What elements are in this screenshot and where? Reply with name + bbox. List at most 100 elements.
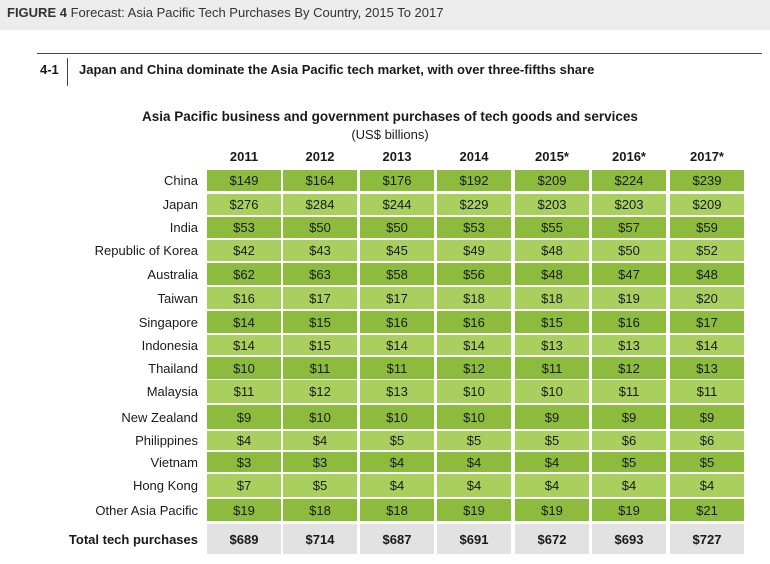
- figure-title-text: Forecast: Asia Pacific Tech Purchases By…: [70, 5, 444, 20]
- table-cell: $20: [670, 287, 744, 309]
- total-cell: $727: [670, 524, 744, 554]
- row-label: Indonesia: [141, 338, 198, 353]
- table-cell: $55: [515, 217, 589, 238]
- table-cell: $58: [360, 263, 434, 285]
- table-cell: $10: [437, 405, 511, 429]
- table-cell: $4: [283, 431, 357, 450]
- total-cell: $691: [437, 524, 511, 554]
- section-title: Japan and China dominate the Asia Pacifi…: [79, 62, 595, 77]
- table-cell: $11: [670, 380, 744, 403]
- table-cell: $229: [437, 194, 511, 215]
- table-cell: $15: [283, 311, 357, 333]
- table-cell: $239: [670, 170, 744, 191]
- figure-header-bar: [0, 0, 770, 30]
- table-cell: $5: [437, 431, 511, 450]
- total-cell: $672: [515, 524, 589, 554]
- table-cell: $276: [207, 194, 281, 215]
- table-cell: $19: [515, 499, 589, 521]
- table-cell: $11: [592, 380, 666, 403]
- table-cell: $48: [515, 263, 589, 285]
- table-cell: $16: [437, 311, 511, 333]
- table-cell: $50: [592, 240, 666, 261]
- table-cell: $48: [515, 240, 589, 261]
- table-cell: $224: [592, 170, 666, 191]
- table-cell: $9: [515, 405, 589, 429]
- table-cell: $4: [437, 452, 511, 472]
- section-separator: [67, 58, 68, 86]
- table-cell: $12: [437, 357, 511, 379]
- row-label: China: [164, 173, 198, 188]
- chart-units: (US$ billions): [351, 127, 429, 142]
- table-cell: $7: [207, 474, 281, 497]
- table-cell: $13: [670, 357, 744, 379]
- table-cell: $9: [207, 405, 281, 429]
- table-cell: $53: [437, 217, 511, 238]
- table-cell: $11: [207, 380, 281, 403]
- table-cell: $4: [360, 474, 434, 497]
- table-cell: $17: [360, 287, 434, 309]
- total-cell: $714: [283, 524, 357, 554]
- column-header: 2013: [382, 149, 412, 164]
- table-cell: $209: [670, 194, 744, 215]
- table-cell: $9: [592, 405, 666, 429]
- table-cell: $62: [207, 263, 281, 285]
- table-cell: $52: [670, 240, 744, 261]
- table-cell: $4: [437, 474, 511, 497]
- row-label: Singapore: [138, 315, 198, 330]
- section-rule: [37, 53, 762, 54]
- table-cell: $11: [360, 357, 434, 379]
- table-cell: $16: [207, 287, 281, 309]
- table-cell: $12: [592, 357, 666, 379]
- table-cell: $13: [360, 380, 434, 403]
- total-cell: $693: [592, 524, 666, 554]
- table-cell: $12: [283, 380, 357, 403]
- table-cell: $50: [283, 217, 357, 238]
- table-cell: $5: [515, 431, 589, 450]
- table-cell: $48: [670, 263, 744, 285]
- table-cell: $19: [437, 499, 511, 521]
- column-header: 2011: [229, 149, 259, 164]
- table-cell: $16: [592, 311, 666, 333]
- row-label: Australia: [147, 267, 198, 282]
- row-label: Other Asia Pacific: [95, 503, 198, 518]
- table-cell: $3: [207, 452, 281, 472]
- row-label: Taiwan: [157, 291, 198, 306]
- table-cell: $5: [283, 474, 357, 497]
- table-cell: $43: [283, 240, 357, 261]
- table-cell: $14: [670, 335, 744, 355]
- row-label: Vietnam: [150, 455, 198, 470]
- table-cell: $4: [515, 452, 589, 472]
- table-cell: $5: [670, 452, 744, 472]
- table-cell: $176: [360, 170, 434, 191]
- table-cell: $4: [360, 452, 434, 472]
- table-cell: $3: [283, 452, 357, 472]
- table-cell: $49: [437, 240, 511, 261]
- table-cell: $164: [283, 170, 357, 191]
- table-cell: $13: [592, 335, 666, 355]
- table-cell: $192: [437, 170, 511, 191]
- table-cell: $284: [283, 194, 357, 215]
- table-cell: $10: [283, 405, 357, 429]
- column-header: 2014: [459, 149, 489, 164]
- total-cell: $687: [360, 524, 434, 554]
- row-label: Philippines: [135, 433, 198, 448]
- total-row-label: Total tech purchases: [68, 532, 198, 547]
- table-cell: $14: [360, 335, 434, 355]
- row-label: Malaysia: [146, 384, 198, 399]
- table-cell: $5: [360, 431, 434, 450]
- row-label: Republic of Korea: [94, 243, 198, 258]
- table-cell: $19: [592, 287, 666, 309]
- table-cell: $45: [360, 240, 434, 261]
- table-cell: $18: [360, 499, 434, 521]
- table-cell: $63: [283, 263, 357, 285]
- table-cell: $10: [437, 380, 511, 403]
- table-cell: $10: [360, 405, 434, 429]
- column-header: 2017*: [690, 149, 724, 164]
- table-cell: $16: [360, 311, 434, 333]
- table-cell: $4: [207, 431, 281, 450]
- table-cell: $17: [283, 287, 357, 309]
- figure-label: FIGURE 4: [7, 5, 67, 20]
- table-cell: $18: [283, 499, 357, 521]
- table-cell: $21: [670, 499, 744, 521]
